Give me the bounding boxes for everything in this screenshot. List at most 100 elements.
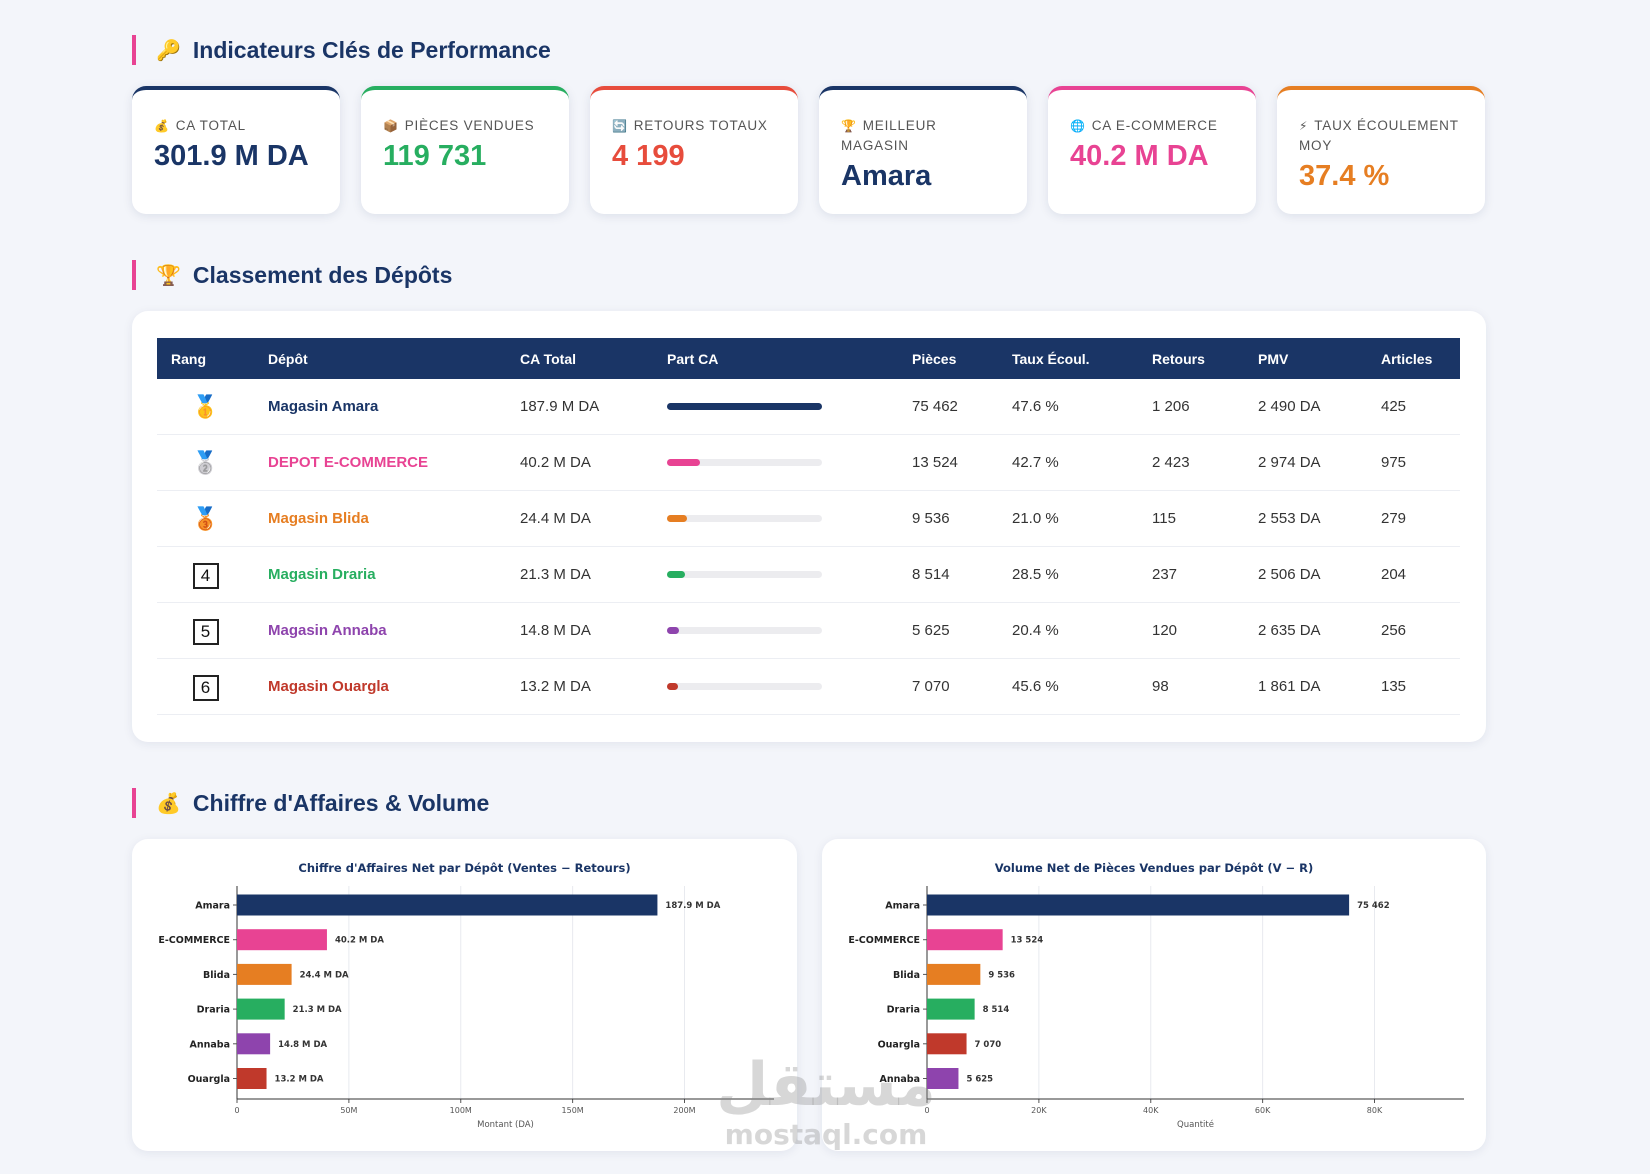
kpi-label-text: PIÈCES VENDUES bbox=[404, 118, 535, 133]
bar bbox=[237, 998, 285, 1020]
rank-cell: 6 bbox=[157, 658, 254, 715]
retours-cell: 115 bbox=[1138, 490, 1244, 547]
depot-name: Magasin Annaba bbox=[254, 602, 506, 659]
table-row: 5 Magasin Annaba 14.8 M DA 5 625 20.4 % 120 2 … bbox=[157, 602, 1460, 659]
x-tick-label: 100M bbox=[450, 1106, 472, 1115]
share-bar bbox=[667, 627, 680, 634]
kpi-card: 🔄 RETOURS TOTAUX 4 199 bbox=[590, 86, 798, 214]
value-label: 14.8 M DA bbox=[278, 1040, 327, 1050]
bar bbox=[237, 894, 658, 916]
share-track bbox=[667, 683, 822, 690]
value-label: 7 070 bbox=[975, 1040, 1002, 1050]
share-bar bbox=[667, 571, 685, 578]
kpi-value: 119 731 bbox=[383, 140, 487, 172]
y-tick-label: Amara bbox=[195, 901, 230, 912]
kpi-label: 📦 PIÈCES VENDUES bbox=[383, 116, 547, 136]
share-track bbox=[667, 403, 822, 410]
rank-cell: 🥈 bbox=[157, 434, 254, 491]
bar bbox=[927, 894, 1350, 916]
watermark: مستقل bbox=[716, 1050, 936, 1120]
taux-cell: 45.6 % bbox=[998, 658, 1138, 715]
share-cell bbox=[653, 546, 898, 603]
bar bbox=[237, 963, 292, 985]
ca-total: 40.2 M DA bbox=[506, 434, 653, 491]
chart-panel: Chiffre d'Affaires Net par Dépôt (Ventes… bbox=[132, 839, 797, 1151]
kpi-label: 🏆 MEILLEUR MAGASIN bbox=[841, 116, 1005, 156]
y-tick-label: Amara bbox=[885, 901, 920, 912]
x-axis-label: Montant (DA) bbox=[477, 1120, 534, 1130]
y-tick-label: E-COMMERCE bbox=[158, 935, 230, 946]
kpi-label-text: TAUX ÉCOULEMENT MOY bbox=[1299, 118, 1459, 153]
kpi-card: ⚡ TAUX ÉCOULEMENT MOY 37.4 % bbox=[1277, 86, 1485, 214]
kpi-value: 4 199 bbox=[612, 140, 685, 172]
rank-cell: 🥉 bbox=[157, 490, 254, 547]
kpi-value: 40.2 M DA bbox=[1070, 140, 1209, 172]
pmv-cell: 2 974 DA bbox=[1244, 434, 1367, 491]
depot-name: Magasin Ouargla bbox=[254, 658, 506, 715]
pieces-cell: 13 524 bbox=[898, 434, 998, 491]
depot-name: Magasin Draria bbox=[254, 546, 506, 603]
bar bbox=[237, 929, 327, 951]
rank-cell: 4 bbox=[157, 546, 254, 603]
ca-total: 13.2 M DA bbox=[506, 658, 653, 715]
pieces-cell: 8 514 bbox=[898, 546, 998, 603]
retours-cell: 237 bbox=[1138, 546, 1244, 603]
bar bbox=[237, 1033, 271, 1055]
pmv-cell: 2 506 DA bbox=[1244, 546, 1367, 603]
table-row: 🥈 DEPOT E-COMMERCE 40.2 M DA 13 524 42.7 % 2 … bbox=[157, 434, 1460, 491]
share-cell bbox=[653, 379, 898, 435]
pieces-cell: 9 536 bbox=[898, 490, 998, 547]
table-row: 🥉 Magasin Blida 24.4 M DA 9 536 21.0 % 115 2 5… bbox=[157, 490, 1460, 547]
table-heading: 🏆 Classement des Dépôts bbox=[132, 260, 452, 290]
retours-cell: 1 206 bbox=[1138, 379, 1244, 435]
table-title: Classement des Dépôts bbox=[192, 261, 453, 288]
pieces-cell: 7 070 bbox=[898, 658, 998, 715]
y-tick-label: Draria bbox=[887, 1005, 920, 1016]
share-bar bbox=[667, 515, 688, 522]
table-body: 🥇 Magasin Amara 187.9 M DA 75 462 47.6 % 1 20… bbox=[157, 379, 1460, 715]
pieces-cell: 75 462 bbox=[898, 379, 998, 435]
share-bar bbox=[667, 403, 822, 410]
ca-total: 187.9 M DA bbox=[506, 379, 653, 435]
x-tick-label: 150M bbox=[562, 1106, 584, 1115]
share-track bbox=[667, 571, 822, 578]
header-row: Rang Dépôt CA Total Part CA Pièces Taux Écoul… bbox=[157, 338, 1460, 379]
kpi-card: 🏆 MEILLEUR MAGASIN Amara bbox=[819, 86, 1027, 214]
charts-heading: 💰 Chiffre d'Affaires & Volume bbox=[132, 788, 489, 818]
chart: Volume Net de Pièces Vendues par Dépôt (… bbox=[848, 861, 1464, 1130]
share-bar bbox=[667, 683, 678, 690]
value-label: 24.4 M DA bbox=[300, 970, 349, 980]
column-header: Retours bbox=[1138, 338, 1244, 379]
kpi-heading: 🔑 Indicateurs Clés de Performance bbox=[132, 35, 551, 65]
kpi-label-text: RETOURS TOTAUX bbox=[633, 118, 768, 133]
kpi-value: Amara bbox=[841, 160, 932, 192]
ca-total: 21.3 M DA bbox=[506, 546, 653, 603]
column-header: Pièces bbox=[898, 338, 998, 379]
articles-cell: 279 bbox=[1367, 490, 1460, 547]
y-tick-label: Annaba bbox=[879, 1074, 920, 1085]
table-icon: 🏆 bbox=[156, 264, 181, 287]
bar bbox=[927, 929, 1003, 951]
share-track bbox=[667, 515, 822, 522]
bar bbox=[927, 1033, 967, 1055]
kpi-label-text: CA TOTAL bbox=[175, 118, 246, 133]
charts-title: Chiffre d'Affaires & Volume bbox=[192, 789, 490, 816]
value-label: 75 462 bbox=[1357, 901, 1390, 911]
charts-icon: 💰 bbox=[156, 792, 181, 815]
column-header: Part CA bbox=[653, 338, 898, 379]
chart: Chiffre d'Affaires Net par Dépôt (Ventes… bbox=[158, 861, 774, 1130]
rank: 🥇 bbox=[191, 393, 220, 419]
x-tick-label: 0 bbox=[924, 1106, 929, 1115]
column-header: Rang bbox=[157, 338, 254, 379]
ca-total: 14.8 M DA bbox=[506, 602, 653, 659]
rank-cell: 5 bbox=[157, 602, 254, 659]
rank: 4 bbox=[192, 562, 219, 589]
table-panel: Rang Dépôt CA Total Part CA Pièces Taux Écoul… bbox=[132, 311, 1486, 742]
x-tick-label: 200M bbox=[673, 1106, 695, 1115]
retours-cell: 98 bbox=[1138, 658, 1244, 715]
table-row: 4 Magasin Draria 21.3 M DA 8 514 28.5 % 237 2 … bbox=[157, 546, 1460, 603]
table-row: 🥇 Magasin Amara 187.9 M DA 75 462 47.6 % 1 20… bbox=[157, 379, 1460, 435]
ca-total: 24.4 M DA bbox=[506, 490, 653, 547]
column-header: CA Total bbox=[506, 338, 653, 379]
